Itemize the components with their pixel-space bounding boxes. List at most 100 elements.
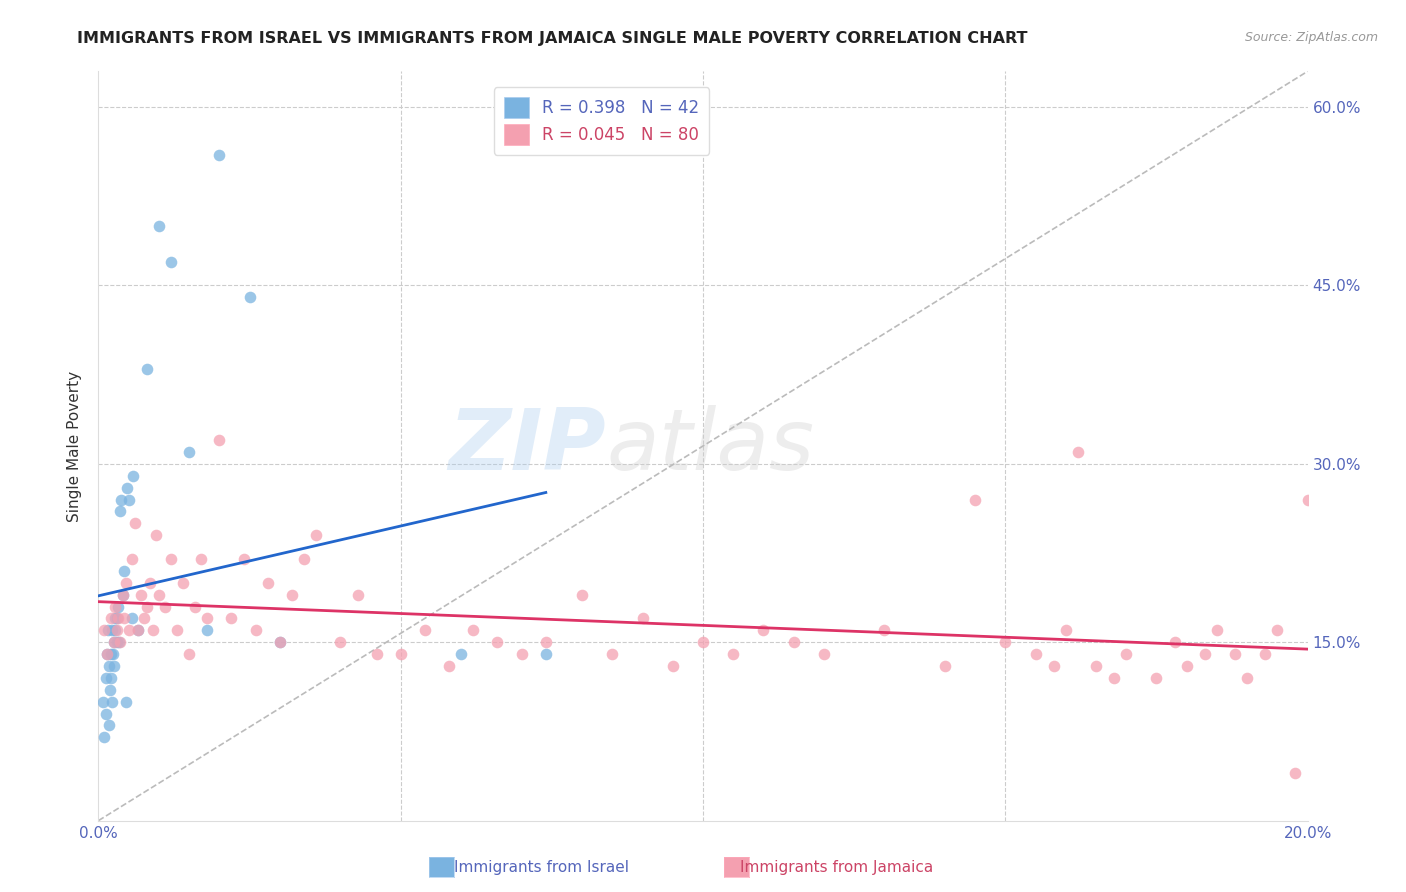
Point — [1175, 659, 1198, 673]
Point — [413, 624, 436, 638]
Point — [1042, 659, 1064, 673]
Point — [179, 445, 201, 459]
Point — [105, 611, 128, 625]
Point — [347, 588, 370, 602]
Point — [127, 624, 149, 638]
Point — [153, 599, 176, 614]
Point — [160, 254, 183, 268]
Point — [184, 599, 207, 614]
Point — [135, 361, 157, 376]
Point — [1284, 766, 1306, 780]
Point — [1296, 492, 1319, 507]
Point — [108, 635, 131, 649]
Text: atlas: atlas — [606, 404, 814, 488]
Point — [783, 635, 806, 649]
Point — [103, 635, 125, 649]
Point — [117, 481, 139, 495]
Point — [1085, 659, 1108, 673]
Point — [100, 695, 122, 709]
Point — [112, 564, 135, 578]
Point — [105, 635, 128, 649]
Point — [139, 575, 162, 590]
Point — [103, 659, 125, 673]
Point — [195, 611, 218, 625]
Legend: R = 0.398   N = 42, R = 0.045   N = 80: R = 0.398 N = 42, R = 0.045 N = 80 — [494, 87, 709, 154]
Point — [104, 611, 127, 625]
Point — [97, 624, 120, 638]
Point — [292, 552, 315, 566]
Point — [269, 635, 291, 649]
Point — [256, 575, 278, 590]
Point — [132, 611, 155, 625]
Point — [166, 624, 188, 638]
Point — [115, 575, 138, 590]
Text: ZIP: ZIP — [449, 404, 606, 488]
Point — [366, 647, 388, 661]
Point — [98, 718, 121, 732]
Point — [305, 528, 328, 542]
Point — [486, 635, 509, 649]
Point — [450, 647, 472, 661]
Point — [108, 504, 131, 518]
Point — [631, 611, 654, 625]
Point — [142, 624, 165, 638]
Point — [129, 588, 152, 602]
Point — [100, 647, 122, 661]
Point — [101, 624, 124, 638]
Point — [111, 588, 134, 602]
Point — [93, 731, 115, 745]
Y-axis label: Single Male Poverty: Single Male Poverty — [67, 370, 83, 522]
Point — [723, 647, 745, 661]
Point — [1163, 635, 1185, 649]
Point — [107, 611, 129, 625]
Point — [91, 695, 114, 709]
Point — [232, 552, 254, 566]
Point — [239, 290, 262, 304]
Point — [112, 611, 135, 625]
Point — [1115, 647, 1137, 661]
Point — [602, 647, 624, 661]
Point — [1102, 671, 1125, 685]
Point — [1254, 647, 1277, 661]
Point — [965, 492, 987, 507]
Point — [98, 682, 121, 697]
Point — [127, 624, 149, 638]
Point — [97, 659, 120, 673]
Point — [94, 671, 117, 685]
Point — [281, 588, 304, 602]
Text: IMMIGRANTS FROM ISRAEL VS IMMIGRANTS FROM JAMAICA SINGLE MALE POVERTY CORRELATIO: IMMIGRANTS FROM ISRAEL VS IMMIGRANTS FRO… — [77, 31, 1028, 46]
Point — [111, 588, 134, 602]
Text: Immigrants from Israel: Immigrants from Israel — [454, 860, 628, 874]
Point — [661, 659, 683, 673]
Point — [463, 624, 485, 638]
Point — [104, 624, 127, 638]
Point — [1194, 647, 1216, 661]
Point — [534, 635, 557, 649]
Point — [179, 647, 201, 661]
Point — [110, 492, 132, 507]
Point — [114, 695, 136, 709]
Point — [172, 575, 194, 590]
Point — [122, 468, 145, 483]
Point — [93, 624, 115, 638]
Point — [571, 588, 593, 602]
Point — [752, 624, 775, 638]
Point — [389, 647, 412, 661]
Point — [534, 647, 557, 661]
Point — [135, 599, 157, 614]
Point — [1144, 671, 1167, 685]
Text: Source: ZipAtlas.com: Source: ZipAtlas.com — [1244, 31, 1378, 45]
Point — [105, 624, 128, 638]
Point — [329, 635, 352, 649]
Point — [1236, 671, 1258, 685]
Point — [104, 599, 127, 614]
Point — [107, 599, 129, 614]
Point — [121, 552, 143, 566]
Point — [96, 647, 118, 661]
Point — [1054, 624, 1077, 638]
Point — [103, 635, 125, 649]
Point — [118, 492, 141, 507]
Point — [96, 706, 118, 721]
Text: Immigrants from Jamaica: Immigrants from Jamaica — [740, 860, 934, 874]
Point — [101, 647, 124, 661]
